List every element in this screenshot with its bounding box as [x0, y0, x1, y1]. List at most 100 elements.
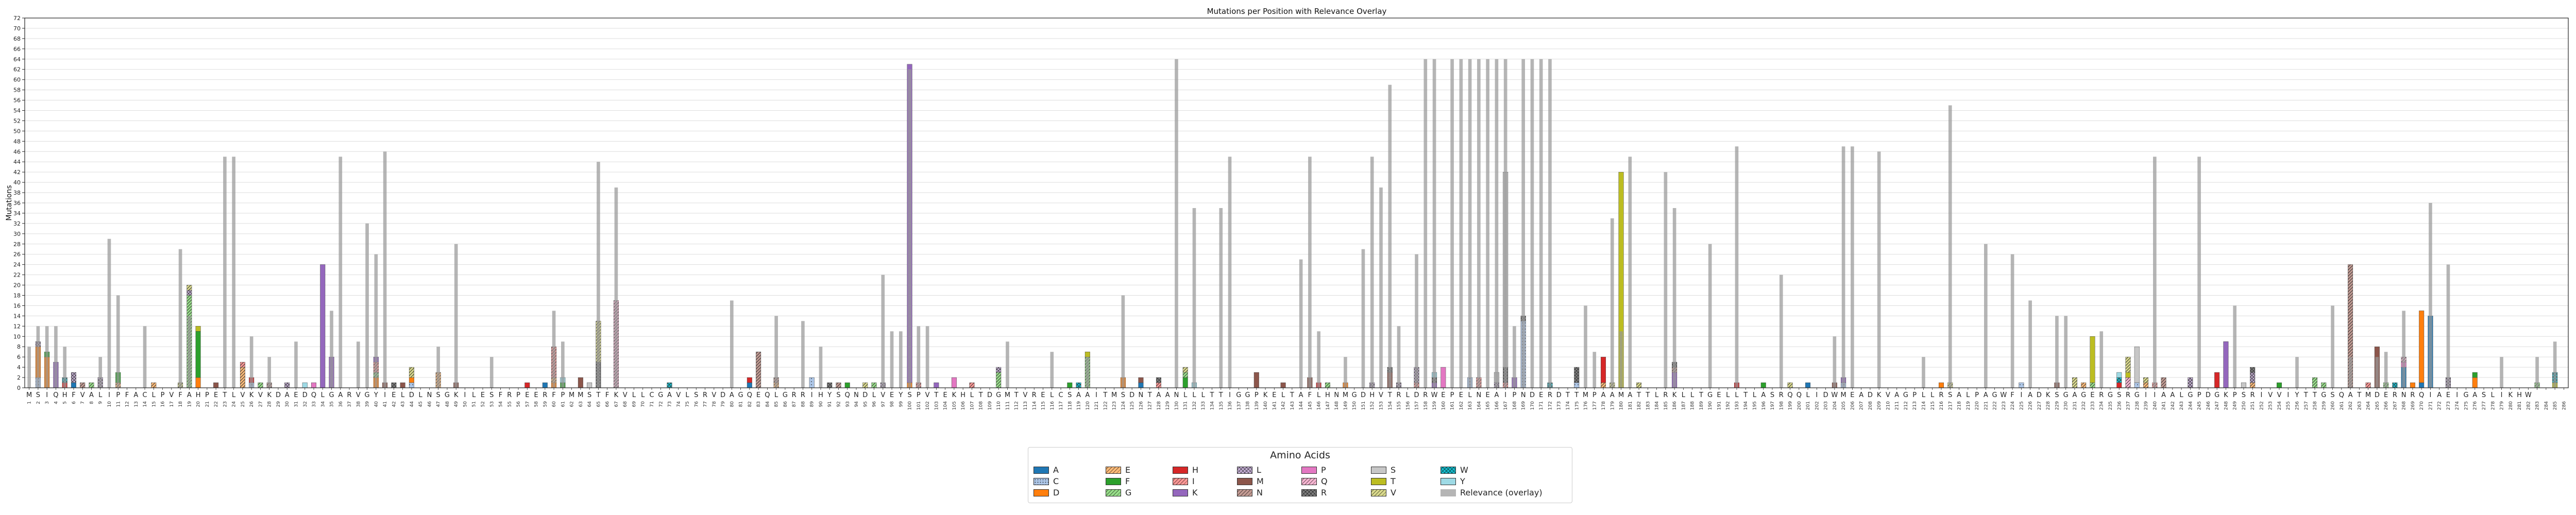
- x-tick-residue: L: [1922, 391, 1926, 399]
- x-tick-position: 246: [2206, 401, 2211, 410]
- bar-segment-G-pos-147: [1325, 382, 1330, 388]
- x-tick-residue: A: [1494, 391, 1499, 399]
- x-tick-position: 73: [668, 401, 673, 407]
- x-tick-position: 94: [854, 401, 859, 407]
- y-tick-label: 10: [13, 333, 21, 340]
- bar-segment-A-pos-126: [1138, 382, 1144, 388]
- relevance-bar-pos-185: [1664, 172, 1668, 388]
- x-tick-position: 88: [801, 401, 806, 407]
- x-tick-position: 163: [1468, 401, 1473, 410]
- relevance-bar-pos-98: [890, 331, 894, 388]
- bar-segment-K-pos-248: [2223, 341, 2229, 388]
- x-tick-residue: R: [1779, 391, 1784, 399]
- x-tick-residue: E: [392, 391, 396, 399]
- x-tick-position: 267: [2393, 401, 2398, 410]
- x-tick-residue: A: [1628, 391, 1632, 399]
- bar-segment-F-pos-196: [1760, 382, 1766, 388]
- x-tick-position: 119: [1077, 401, 1082, 410]
- x-tick-residue: T: [1565, 391, 1570, 399]
- bar-segment-N-pos-241: [2161, 377, 2166, 388]
- relevance-bar-pos-154: [1388, 84, 1392, 388]
- relevance-bar-pos-155: [1397, 326, 1401, 388]
- x-tick-residue: L: [1406, 391, 1410, 399]
- relevance-bar-pos-31: [294, 341, 298, 388]
- legend-label: H: [1192, 465, 1199, 475]
- x-tick-position: 256: [2295, 401, 2300, 410]
- x-tick-position: 92: [836, 401, 841, 407]
- relevance-bar-pos-171: [1539, 59, 1543, 388]
- x-tick-position: 276: [2473, 401, 2478, 410]
- relevance-bar-pos-120: [1086, 357, 1090, 388]
- x-tick-residue: Q: [2339, 391, 2344, 399]
- legend-label: V: [1391, 488, 1396, 497]
- x-tick-residue: P: [161, 391, 165, 399]
- relevance-bar-pos-279: [2500, 357, 2503, 388]
- x-tick-residue: R: [1032, 391, 1037, 399]
- x-tick-position: 93: [845, 401, 851, 407]
- x-tick-residue: R: [507, 391, 512, 399]
- x-tick-position: 218: [1957, 401, 1962, 410]
- x-tick-position: 281: [2517, 401, 2522, 410]
- bar-segment-A-pos-82: [747, 382, 752, 388]
- x-tick-residue: F: [605, 391, 609, 399]
- legend-label: M: [1257, 476, 1264, 486]
- bar-segment-T-pos-20: [195, 326, 201, 332]
- x-tick-position: 258: [2313, 401, 2318, 410]
- x-tick-residue: A: [1610, 391, 1615, 399]
- x-tick-position: 161: [1450, 401, 1455, 410]
- bar-segment-V-pos-199: [1787, 382, 1793, 388]
- x-tick-residue: T: [934, 391, 938, 399]
- x-tick-position: 2: [36, 401, 41, 404]
- x-tick-residue: H: [960, 391, 965, 399]
- x-tick-position: 240: [2153, 401, 2158, 410]
- x-tick-position: 202: [1815, 401, 1820, 410]
- x-tick-position: 43: [401, 401, 406, 407]
- legend-label: I: [1192, 476, 1195, 486]
- y-tick-label: 28: [13, 241, 21, 248]
- x-tick-residue: T: [978, 391, 983, 399]
- x-tick-position: 179: [1610, 401, 1615, 410]
- x-tick-residue: V: [2277, 391, 2282, 399]
- relevance-bar-pos-149: [1344, 357, 1347, 388]
- y-axis: 0246810121416182022242628303234363840424…: [13, 15, 25, 391]
- relevance-bar-pos-152: [1370, 157, 1374, 388]
- bar-segment-V-pos-182: [1636, 382, 1642, 388]
- legend-label: R: [1321, 488, 1327, 497]
- bar-segment-I-pos-25: [240, 362, 245, 368]
- x-tick-residue: V: [676, 391, 681, 399]
- x-tick-residue: S: [1121, 391, 1125, 399]
- relevance-bar-pos-18: [178, 249, 182, 388]
- x-tick-residue: D: [2206, 391, 2211, 399]
- relevance-bar-pos-230: [2064, 316, 2068, 388]
- x-tick-position: 205: [1841, 401, 1846, 410]
- x-tick-residue: D: [1361, 391, 1366, 399]
- relevance-bar-pos-206: [1851, 146, 1854, 388]
- x-tick-residue: C: [649, 391, 654, 399]
- legend-swatch: [1106, 477, 1121, 485]
- legend-swatch: [1301, 477, 1317, 485]
- x-tick-position: 233: [2090, 401, 2095, 410]
- x-tick-position: 181: [1628, 401, 1633, 410]
- x-tick-residue: S: [2242, 391, 2246, 399]
- x-tick-position: 50: [463, 401, 468, 407]
- bar-segment-S-pos-64: [587, 382, 592, 388]
- bar-segment-A-pos-201: [1805, 382, 1811, 388]
- x-tick-position: 63: [579, 401, 584, 407]
- relevance-bar-pos-170: [1530, 59, 1534, 388]
- relevance-bar-pos-153: [1379, 187, 1383, 388]
- x-tick-position: 164: [1477, 401, 1482, 410]
- x-tick-residue: R: [2410, 391, 2415, 399]
- relevance-bar-pos-19: [188, 316, 191, 388]
- relevance-bar-pos-85: [774, 316, 778, 388]
- x-tick-residue: G: [2081, 391, 2086, 399]
- x-tick-residue: G: [2214, 391, 2219, 399]
- x-tick-position: 149: [1343, 401, 1348, 410]
- x-tick-residue: F: [2010, 391, 2014, 399]
- x-tick-position: 282: [2526, 401, 2531, 410]
- x-tick-position: 55: [507, 401, 513, 407]
- relevance-bar-pos-99: [899, 331, 903, 388]
- x-tick-residue: A: [2161, 391, 2166, 399]
- bar-segment-A-pos-6: [71, 382, 76, 388]
- x-tick-position: 75: [685, 401, 690, 407]
- x-tick-position: 34: [320, 401, 326, 407]
